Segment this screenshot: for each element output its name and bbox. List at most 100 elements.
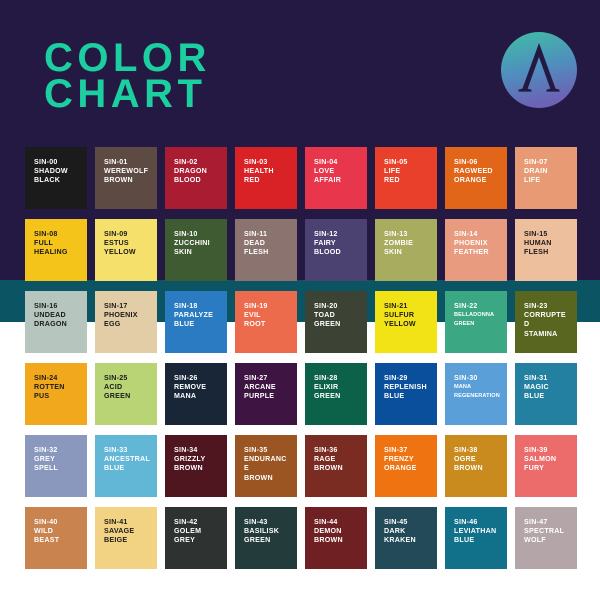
swatch-code: SIN-16: [34, 302, 58, 310]
color-swatch[interactable]: SIN-20 TOAD GREEN: [305, 291, 367, 353]
color-swatch[interactable]: SIN-33 ANCESTRAL BLUE: [95, 435, 157, 497]
color-swatch[interactable]: SIN-47 SPECTRAL WOLF: [515, 507, 577, 569]
color-swatch[interactable]: SIN-19 EVIL ROOT: [235, 291, 297, 353]
swatch-code: SIN-43: [244, 518, 268, 526]
color-swatch[interactable]: SIN-27 ARCANE PURPLE: [235, 363, 297, 425]
color-swatch[interactable]: SIN-36 RAGE BROWN: [305, 435, 367, 497]
color-swatch[interactable]: SIN-12 FAIRY BLOOD: [305, 219, 367, 281]
color-swatch[interactable]: SIN-25 ACID GREEN: [95, 363, 157, 425]
swatch-name: ROTTEN PUS: [34, 383, 65, 401]
color-swatch[interactable]: SIN-14 PHOENIX FEATHER: [445, 219, 507, 281]
color-swatch[interactable]: SIN-39 SALMON FURY: [515, 435, 577, 497]
swatch-code: SIN-25: [104, 374, 128, 382]
swatch-code: SIN-47: [524, 518, 548, 526]
swatch-code: SIN-31: [524, 374, 548, 382]
swatch-code: SIN-41: [104, 518, 128, 526]
color-swatch[interactable]: SIN-31 MAGIC BLUE: [515, 363, 577, 425]
swatch-code: SIN-28: [314, 374, 338, 382]
swatch-name: ZUCCHINI SKIN: [174, 239, 210, 257]
color-swatch[interactable]: SIN-29 REPLENISH BLUE: [375, 363, 437, 425]
color-swatch[interactable]: SIN-22 BELLADONNA GREEN: [445, 291, 507, 353]
swatch-name: PHOENIX FEATHER: [454, 239, 489, 257]
color-swatch[interactable]: SIN-44 DEMON BROWN: [305, 507, 367, 569]
color-swatch[interactable]: SIN-28 ELIXIR GREEN: [305, 363, 367, 425]
color-swatch[interactable]: SIN-30 MANA REGENERATION: [445, 363, 507, 425]
color-swatch[interactable]: SIN-24 ROTTEN PUS: [25, 363, 87, 425]
swatch-code: SIN-19: [244, 302, 268, 310]
color-swatch[interactable]: SIN-07 DRAIN LIFE: [515, 147, 577, 209]
color-swatch[interactable]: SIN-15 HUMAN FLESH: [515, 219, 577, 281]
swatch-code: SIN-26: [174, 374, 198, 382]
swatch-name: ZOMBIE SKIN: [384, 239, 414, 257]
swatch-code: SIN-07: [524, 158, 548, 166]
swatch-name: LOVE AFFAIR: [314, 167, 342, 185]
swatch-name: HEALTH RED: [244, 167, 274, 185]
color-swatch[interactable]: SIN-18 PARALYZE BLUE: [165, 291, 227, 353]
swatch-name: BELLADONNA GREEN: [454, 312, 495, 328]
color-swatch[interactable]: SIN-34 GRIZZLY BROWN: [165, 435, 227, 497]
color-swatch[interactable]: SIN-08 FULL HEALING: [25, 219, 87, 281]
color-swatch[interactable]: SIN-26 REMOVE MANA: [165, 363, 227, 425]
swatch-code: SIN-24: [34, 374, 58, 382]
swatch-code: SIN-21: [384, 302, 408, 310]
swatch-code: SIN-01: [104, 158, 128, 166]
swatch-name: CORRUPTED STAMINA: [524, 311, 566, 338]
color-swatch[interactable]: SIN-38 OGRE BROWN: [445, 435, 507, 497]
color-swatch[interactable]: SIN-42 GOLEM GREY: [165, 507, 227, 569]
swatch-name: FAIRY BLOOD: [314, 239, 341, 257]
swatch-name: LEVIATHAN BLUE: [454, 527, 497, 545]
swatch-name: GRIZZLY BROWN: [174, 455, 206, 473]
color-swatch[interactable]: SIN-02 DRAGON BLOOD: [165, 147, 227, 209]
color-swatch[interactable]: SIN-40 WILD BEAST: [25, 507, 87, 569]
color-swatch[interactable]: SIN-10 ZUCCHINI SKIN: [165, 219, 227, 281]
swatch-name: ESTUS YELLOW: [104, 239, 136, 257]
color-swatch[interactable]: SIN-13 ZOMBIE SKIN: [375, 219, 437, 281]
color-swatch[interactable]: SIN-00 SHADOW BLACK: [25, 147, 87, 209]
color-swatch[interactable]: SIN-06 RAGWEED ORANGE: [445, 147, 507, 209]
color-swatch[interactable]: SIN-05 LIFE RED: [375, 147, 437, 209]
color-swatch[interactable]: SIN-43 BASILISK GREEN: [235, 507, 297, 569]
swatch-name: SPECTRAL WOLF: [524, 527, 565, 545]
swatch-name: UNDEAD DRAGON: [34, 311, 68, 329]
color-swatch[interactable]: SIN-01 WEREWOLF BROWN: [95, 147, 157, 209]
swatch-name: GREY SPELL: [34, 455, 59, 473]
swatch-code: SIN-06: [454, 158, 478, 166]
swatch-code: SIN-46: [454, 518, 478, 526]
page-title: COLOR CHART: [44, 36, 211, 116]
color-swatch[interactable]: SIN-37 FRENZY ORANGE: [375, 435, 437, 497]
color-swatch[interactable]: SIN-46 LEVIATHAN BLUE: [445, 507, 507, 569]
swatch-name: HUMAN FLESH: [524, 239, 552, 257]
color-swatch[interactable]: SIN-21 SULFUR YELLOW: [375, 291, 437, 353]
color-swatch[interactable]: SIN-11 DEAD FLESH: [235, 219, 297, 281]
color-swatch[interactable]: SIN-17 PHOENIX EGG: [95, 291, 157, 353]
lambda-monogram-icon: [501, 32, 577, 108]
swatch-code: SIN-32: [34, 446, 58, 454]
swatch-name: ENDURANCE BROWN: [244, 455, 287, 482]
swatch-code: SIN-12: [314, 230, 338, 238]
color-swatch[interactable]: SIN-03 HEALTH RED: [235, 147, 297, 209]
swatch-code: SIN-44: [314, 518, 338, 526]
swatch-name: ARCANE PURPLE: [244, 383, 276, 401]
color-swatch[interactable]: SIN-41 SAVAGE BEIGE: [95, 507, 157, 569]
color-swatch[interactable]: SIN-04 LOVE AFFAIR: [305, 147, 367, 209]
swatch-name: RAGE BROWN: [314, 455, 343, 473]
swatch-name: SULFUR YELLOW: [384, 311, 416, 329]
swatch-name: FULL HEALING: [34, 239, 68, 257]
swatch-name: PARALYZE BLUE: [174, 311, 214, 329]
color-swatch[interactable]: SIN-09 ESTUS YELLOW: [95, 219, 157, 281]
color-swatch[interactable]: SIN-16 UNDEAD DRAGON: [25, 291, 87, 353]
color-swatch[interactable]: SIN-23 CORRUPTED STAMINA: [515, 291, 577, 353]
color-swatch[interactable]: SIN-35 ENDURANCE BROWN: [235, 435, 297, 497]
swatch-code: SIN-29: [384, 374, 408, 382]
swatch-code: SIN-34: [174, 446, 198, 454]
color-swatch[interactable]: SIN-45 DARK KRAKEN: [375, 507, 437, 569]
swatch-name: EVIL ROOT: [244, 311, 266, 329]
swatch-code: SIN-42: [174, 518, 198, 526]
swatch-name: DRAIN LIFE: [524, 167, 548, 185]
swatch-name: OGRE BROWN: [454, 455, 483, 473]
swatch-name: DARK KRAKEN: [384, 527, 416, 545]
swatch-name: MANA REGENERATION: [454, 384, 500, 400]
swatch-code: SIN-30: [454, 374, 478, 382]
swatch-name: PHOENIX EGG: [104, 311, 138, 329]
color-swatch[interactable]: SIN-32 GREY SPELL: [25, 435, 87, 497]
